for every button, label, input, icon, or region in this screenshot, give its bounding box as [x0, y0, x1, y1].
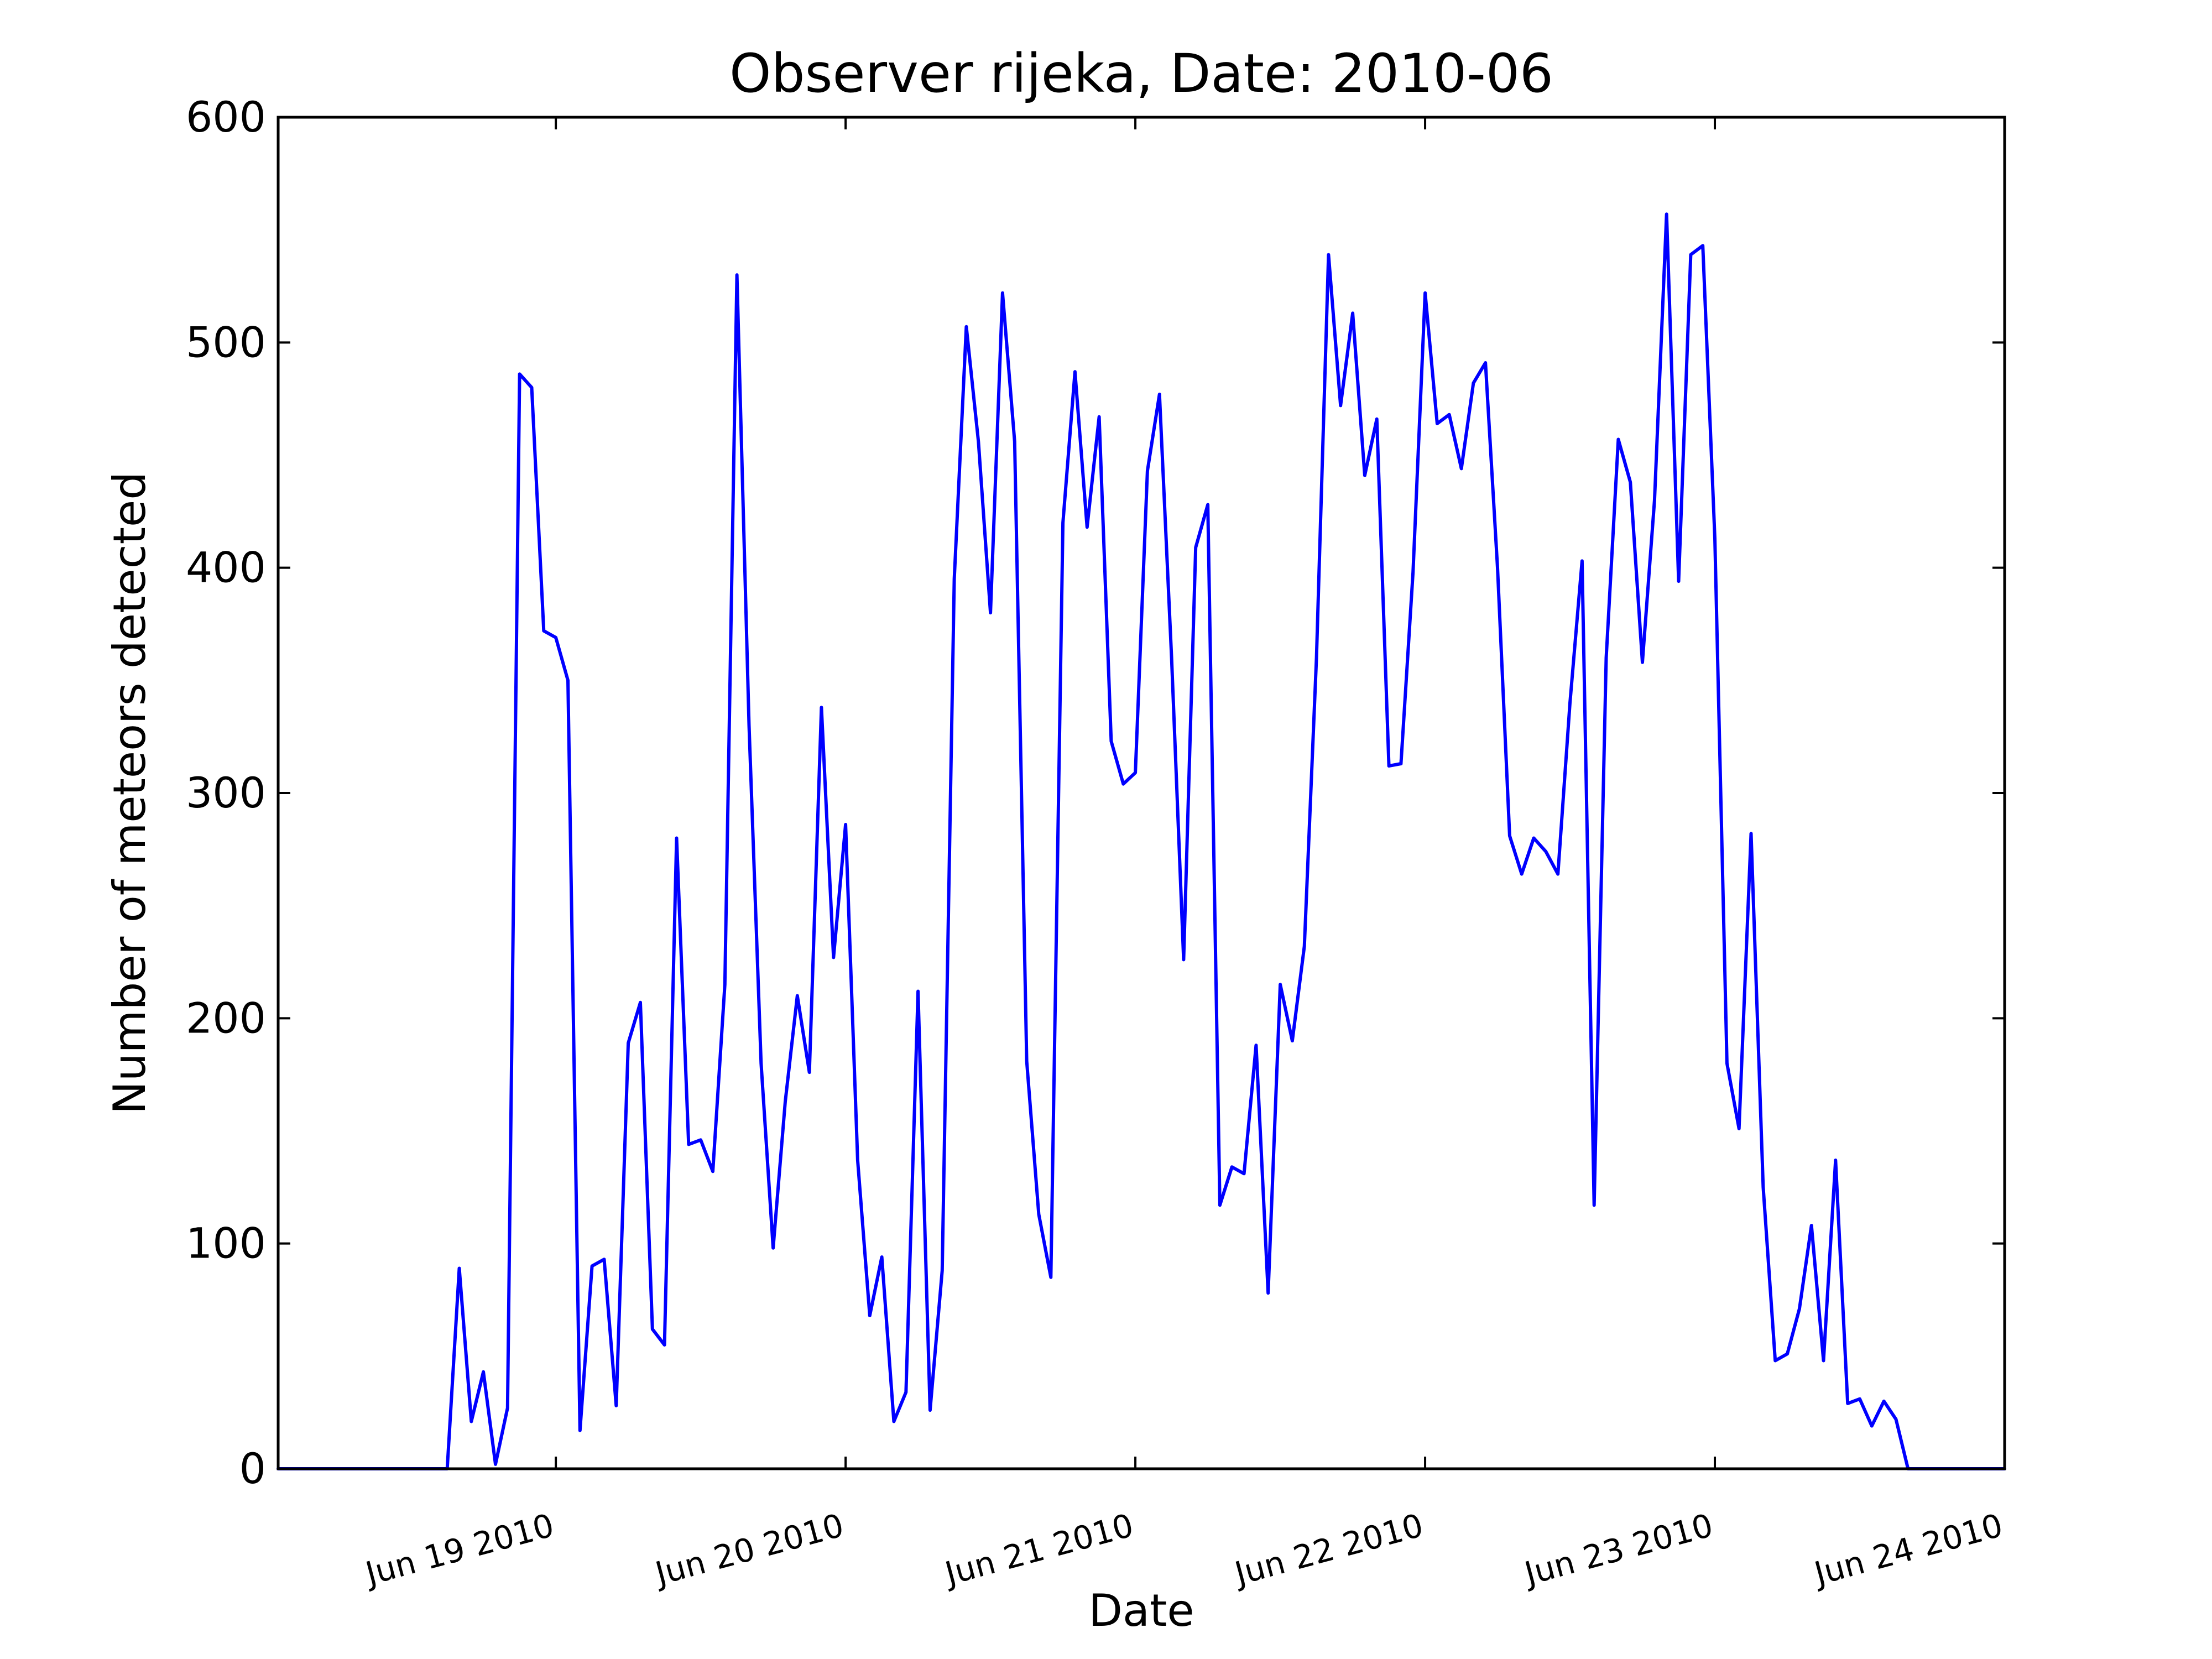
- x-axis-label: Date: [1088, 1585, 1194, 1636]
- y-tick-label: 600: [186, 92, 266, 142]
- series-line: [276, 212, 2006, 1470]
- chart-title: Observer rijeka, Date: 2010-06: [729, 43, 1553, 105]
- y-tick-label: 300: [186, 768, 266, 817]
- y-tick-label: 100: [186, 1219, 266, 1268]
- y-tick-label: 0: [239, 1444, 266, 1493]
- y-axis: 0 100 200 300 400 500 600: [186, 92, 2005, 1493]
- y-tick-label: 400: [186, 543, 266, 592]
- y-tick-label: 500: [186, 317, 266, 367]
- y-axis-label: Number of meteors detected: [104, 472, 155, 1114]
- y-tick-label: 200: [186, 993, 266, 1042]
